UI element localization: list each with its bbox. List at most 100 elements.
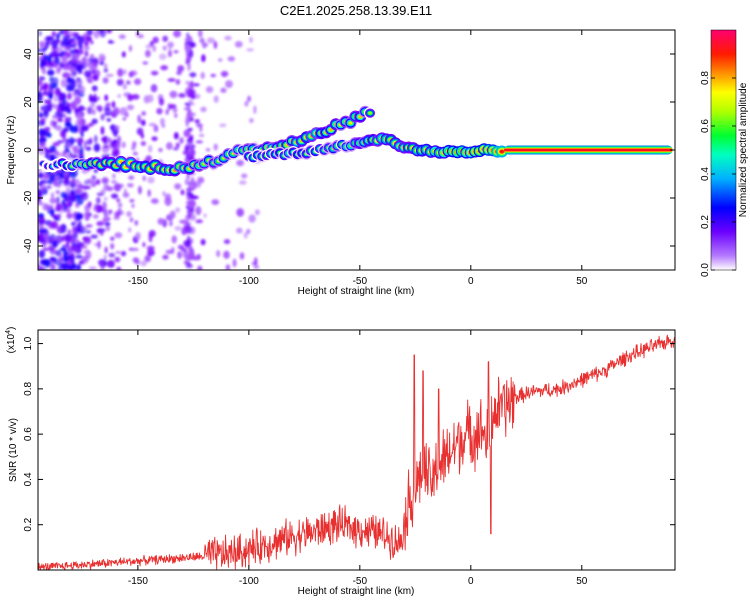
spectrogram-noise-cell: [46, 103, 53, 112]
spectrogram-noise-cell: [92, 207, 97, 211]
spectrogram-noise-cell: [75, 181, 83, 188]
spectrogram-noise-cell: [52, 214, 57, 218]
spectrogram-noise-cell: [145, 44, 153, 49]
spectrogram-noise-cell: [84, 50, 89, 57]
spectrogram-stable-band: [504, 149, 673, 151]
spectrogram-noise-cell: [187, 62, 191, 72]
spectrogram-noise-cell: [57, 217, 61, 222]
spectrogram-noise-cell: [40, 117, 47, 122]
spectrogram-noise-cell: [46, 185, 52, 189]
spectrogram-noise-cell: [189, 192, 194, 199]
spectrogram-noise-cell: [117, 207, 122, 216]
spectrogram-noise-cell: [63, 178, 70, 186]
spectrogram-noise-cell: [93, 93, 97, 101]
spectrogram-noise-cell: [38, 216, 46, 225]
spectrogram-noise-cell: [62, 267, 68, 270]
spectrogram-noise-cell: [194, 119, 200, 124]
spectrogram-noise-cell: [121, 51, 126, 58]
spectrogram-noise-cell: [60, 40, 64, 47]
spectrogram-noise-cell: [157, 218, 165, 225]
spectrogram-noise-cell: [96, 192, 105, 196]
spectrogram-noise-cell: [91, 85, 98, 92]
spectrogram-noise-cell: [246, 228, 251, 234]
spectrogram-noise-cell: [39, 58, 47, 68]
snr-x-tick-label: -100: [239, 576, 259, 587]
spectrogram-noise-cell: [89, 53, 95, 60]
spectrogram-noise-cell: [49, 173, 56, 182]
spectrogram-noise-cell: [246, 48, 255, 52]
spectrogram-noise-cell: [90, 40, 94, 45]
spectrogram-noise-cell: [43, 236, 51, 245]
snr-y-tick-label: 0.8: [23, 381, 34, 395]
spectrogram-noise-cell: [211, 199, 220, 205]
spectrogram-noise-cell: [129, 198, 135, 203]
spectrogram-noise-cell: [175, 207, 181, 213]
spectrogram-noise-cell: [101, 208, 107, 214]
spectrogram-noise-cell: [57, 213, 62, 219]
spectrogram-noise-cell: [40, 259, 48, 266]
spectrogram-noise-cell: [150, 84, 158, 93]
spectrogram-noise-cell: [62, 113, 67, 118]
spectrogram-noise-cell: [106, 186, 114, 192]
spectrogram-noise-cell: [74, 124, 78, 134]
spectrogram-y-label: Frequency (Hz): [6, 116, 17, 185]
spectrogram-x-tick-label: 0: [468, 276, 474, 287]
spectrogram-noise-cell: [247, 95, 251, 102]
spectrogram-noise-cell: [147, 189, 151, 197]
spectrogram-noise-cell: [164, 197, 172, 206]
spectrogram-noise-cell: [38, 172, 45, 179]
spectrogram-noise-cell: [100, 113, 105, 121]
spectrogram-noise-cell: [121, 141, 126, 149]
spectrogram-noise-cell: [195, 219, 203, 224]
spectrogram-noise-cell: [201, 42, 209, 47]
spectrogram-noise-cell: [106, 30, 113, 34]
spectrogram-noise-cell: [220, 70, 229, 77]
spectrogram-noise-cell: [75, 212, 82, 221]
spectrogram-noise-cell: [177, 65, 185, 72]
spectrogram-noise-cell: [243, 232, 248, 239]
spectrogram-noise-cell: [70, 70, 77, 78]
spectrogram-noise-cell: [186, 110, 193, 119]
spectrogram-noise-cell: [83, 44, 90, 51]
spectrogram-noise-cell: [187, 252, 194, 261]
spectrogram-noise-cell: [38, 110, 42, 114]
spectrogram-noise-cell: [137, 185, 142, 195]
spectrogram-noise-cell: [200, 71, 205, 80]
spectrogram-noise-cell: [38, 266, 44, 270]
spectrogram-noise-cell: [147, 176, 155, 184]
spectrogram-noise-cell: [65, 187, 71, 196]
spectrogram-noise-cell: [48, 92, 54, 100]
snr-y-tick-label: 0.4: [23, 472, 34, 486]
spectrogram-noise-cell: [236, 208, 245, 217]
spectrogram-noise-cell: [53, 96, 58, 102]
spectrogram-noise-cell: [158, 147, 163, 153]
spectrogram-noise-cell: [188, 99, 193, 104]
spectrogram-noise-cell: [225, 80, 233, 89]
spectrogram-noise-cell: [159, 117, 165, 126]
spectrogram-noise-cell: [61, 235, 66, 242]
spectrogram-noise-cell: [197, 30, 203, 38]
spectrogram-noise-cell: [43, 109, 49, 118]
spectrogram-noise-cell: [38, 234, 42, 242]
spectrogram-noise-cell: [90, 234, 98, 239]
spectrogram-noise-cell: [58, 30, 66, 35]
spectrogram-noise-cell: [63, 30, 69, 37]
spectrogram-noise-cell: [220, 87, 227, 93]
snr-background: [38, 330, 675, 570]
spectrogram-noise-cell: [241, 173, 248, 179]
spectrogram-noise-cell: [42, 55, 48, 60]
spectrogram-noise-cell: [55, 67, 61, 75]
spectrogram-noise-cell: [126, 104, 135, 111]
spectrogram-noise-cell: [49, 234, 56, 240]
spectrogram-noise-cell: [87, 201, 92, 208]
spectrogram-noise-cell: [175, 142, 180, 148]
spectrogram-noise-cell: [69, 81, 77, 90]
spectrogram-noise-cell: [216, 249, 221, 258]
spectrogram-noise-cell: [59, 263, 65, 269]
spectrogram-noise-cell: [110, 179, 118, 184]
spectrogram-noise-cell: [97, 240, 101, 250]
spectrogram-noise-cell: [38, 197, 42, 203]
spectrogram-noise-cell: [112, 147, 120, 156]
spectrogram-noise-cell: [59, 129, 66, 138]
spectrogram-noise-cell: [91, 118, 98, 125]
